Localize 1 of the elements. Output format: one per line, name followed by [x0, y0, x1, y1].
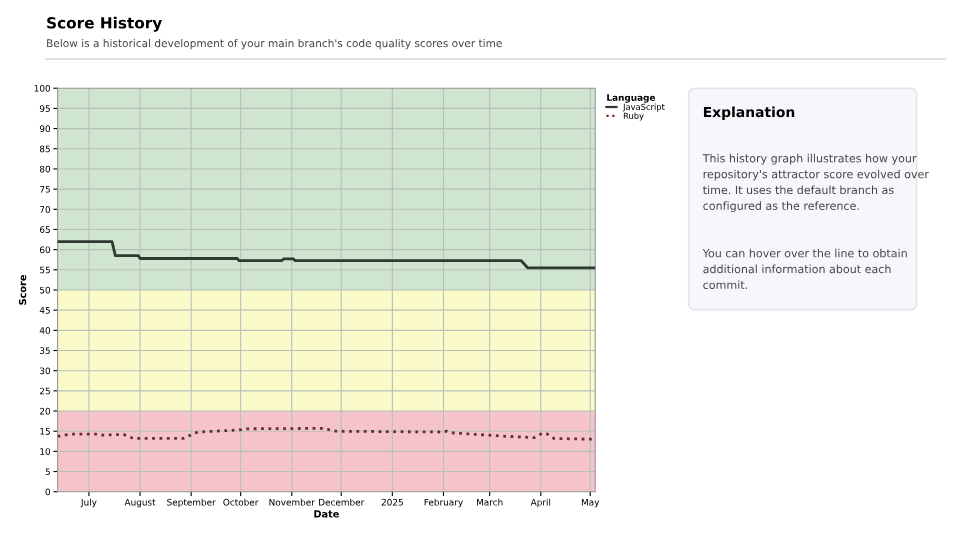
- line-series: [57, 240, 596, 270]
